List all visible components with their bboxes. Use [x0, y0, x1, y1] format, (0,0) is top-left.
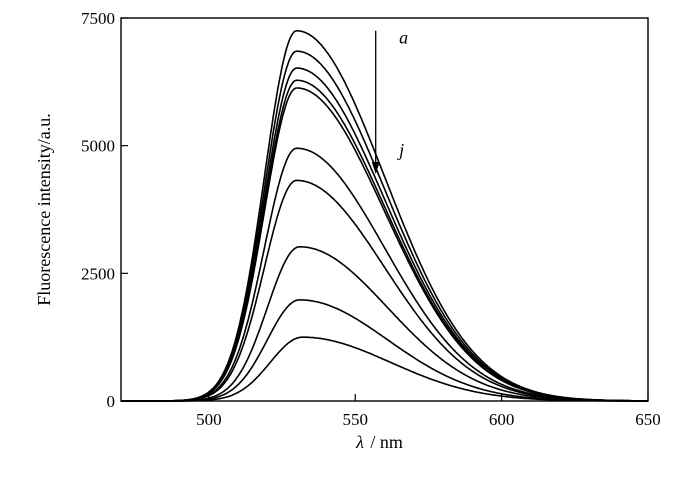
x-axis-title: λ / nm — [355, 432, 403, 452]
axes: 500 550 600 650 0 2500 5000 7500 — [81, 9, 661, 429]
arrow-start-label: a — [399, 28, 408, 48]
annotations: aj — [371, 28, 408, 175]
spectrum-curve-3 — [121, 67, 648, 402]
spectrum-curve-4 — [121, 79, 648, 402]
x-tick-label: 600 — [489, 410, 515, 429]
spectrum-curve-5 — [121, 87, 648, 402]
y-tick-label: 5000 — [81, 137, 115, 156]
x-tick-label: 650 — [635, 410, 661, 429]
spectrum-curve-9 — [121, 299, 648, 402]
y-axis-title: Fluorescence intensity/a.u. — [34, 113, 54, 305]
spectrum-curve-7 — [121, 179, 648, 402]
spectrum-curve-8 — [121, 246, 648, 402]
curves — [121, 30, 648, 402]
x-tick-label: 550 — [342, 410, 368, 429]
y-tick-label: 2500 — [81, 264, 115, 283]
spectrum-curve-2 — [121, 50, 648, 402]
arrow-end-label: j — [397, 140, 404, 160]
x-axis-symbol: λ — [355, 432, 364, 452]
spectrum-curve-1 — [121, 30, 648, 402]
spectrum-curve-10 — [121, 336, 648, 402]
y-tick-label: 0 — [107, 392, 116, 411]
trend-arrow-head — [371, 162, 380, 175]
plot-frame — [120, 17, 649, 402]
spectrum-curve-6 — [121, 147, 648, 402]
y-tick-label: 7500 — [81, 9, 115, 28]
x-tick-label: 500 — [196, 410, 222, 429]
x-axis-unit: / nm — [370, 432, 403, 452]
